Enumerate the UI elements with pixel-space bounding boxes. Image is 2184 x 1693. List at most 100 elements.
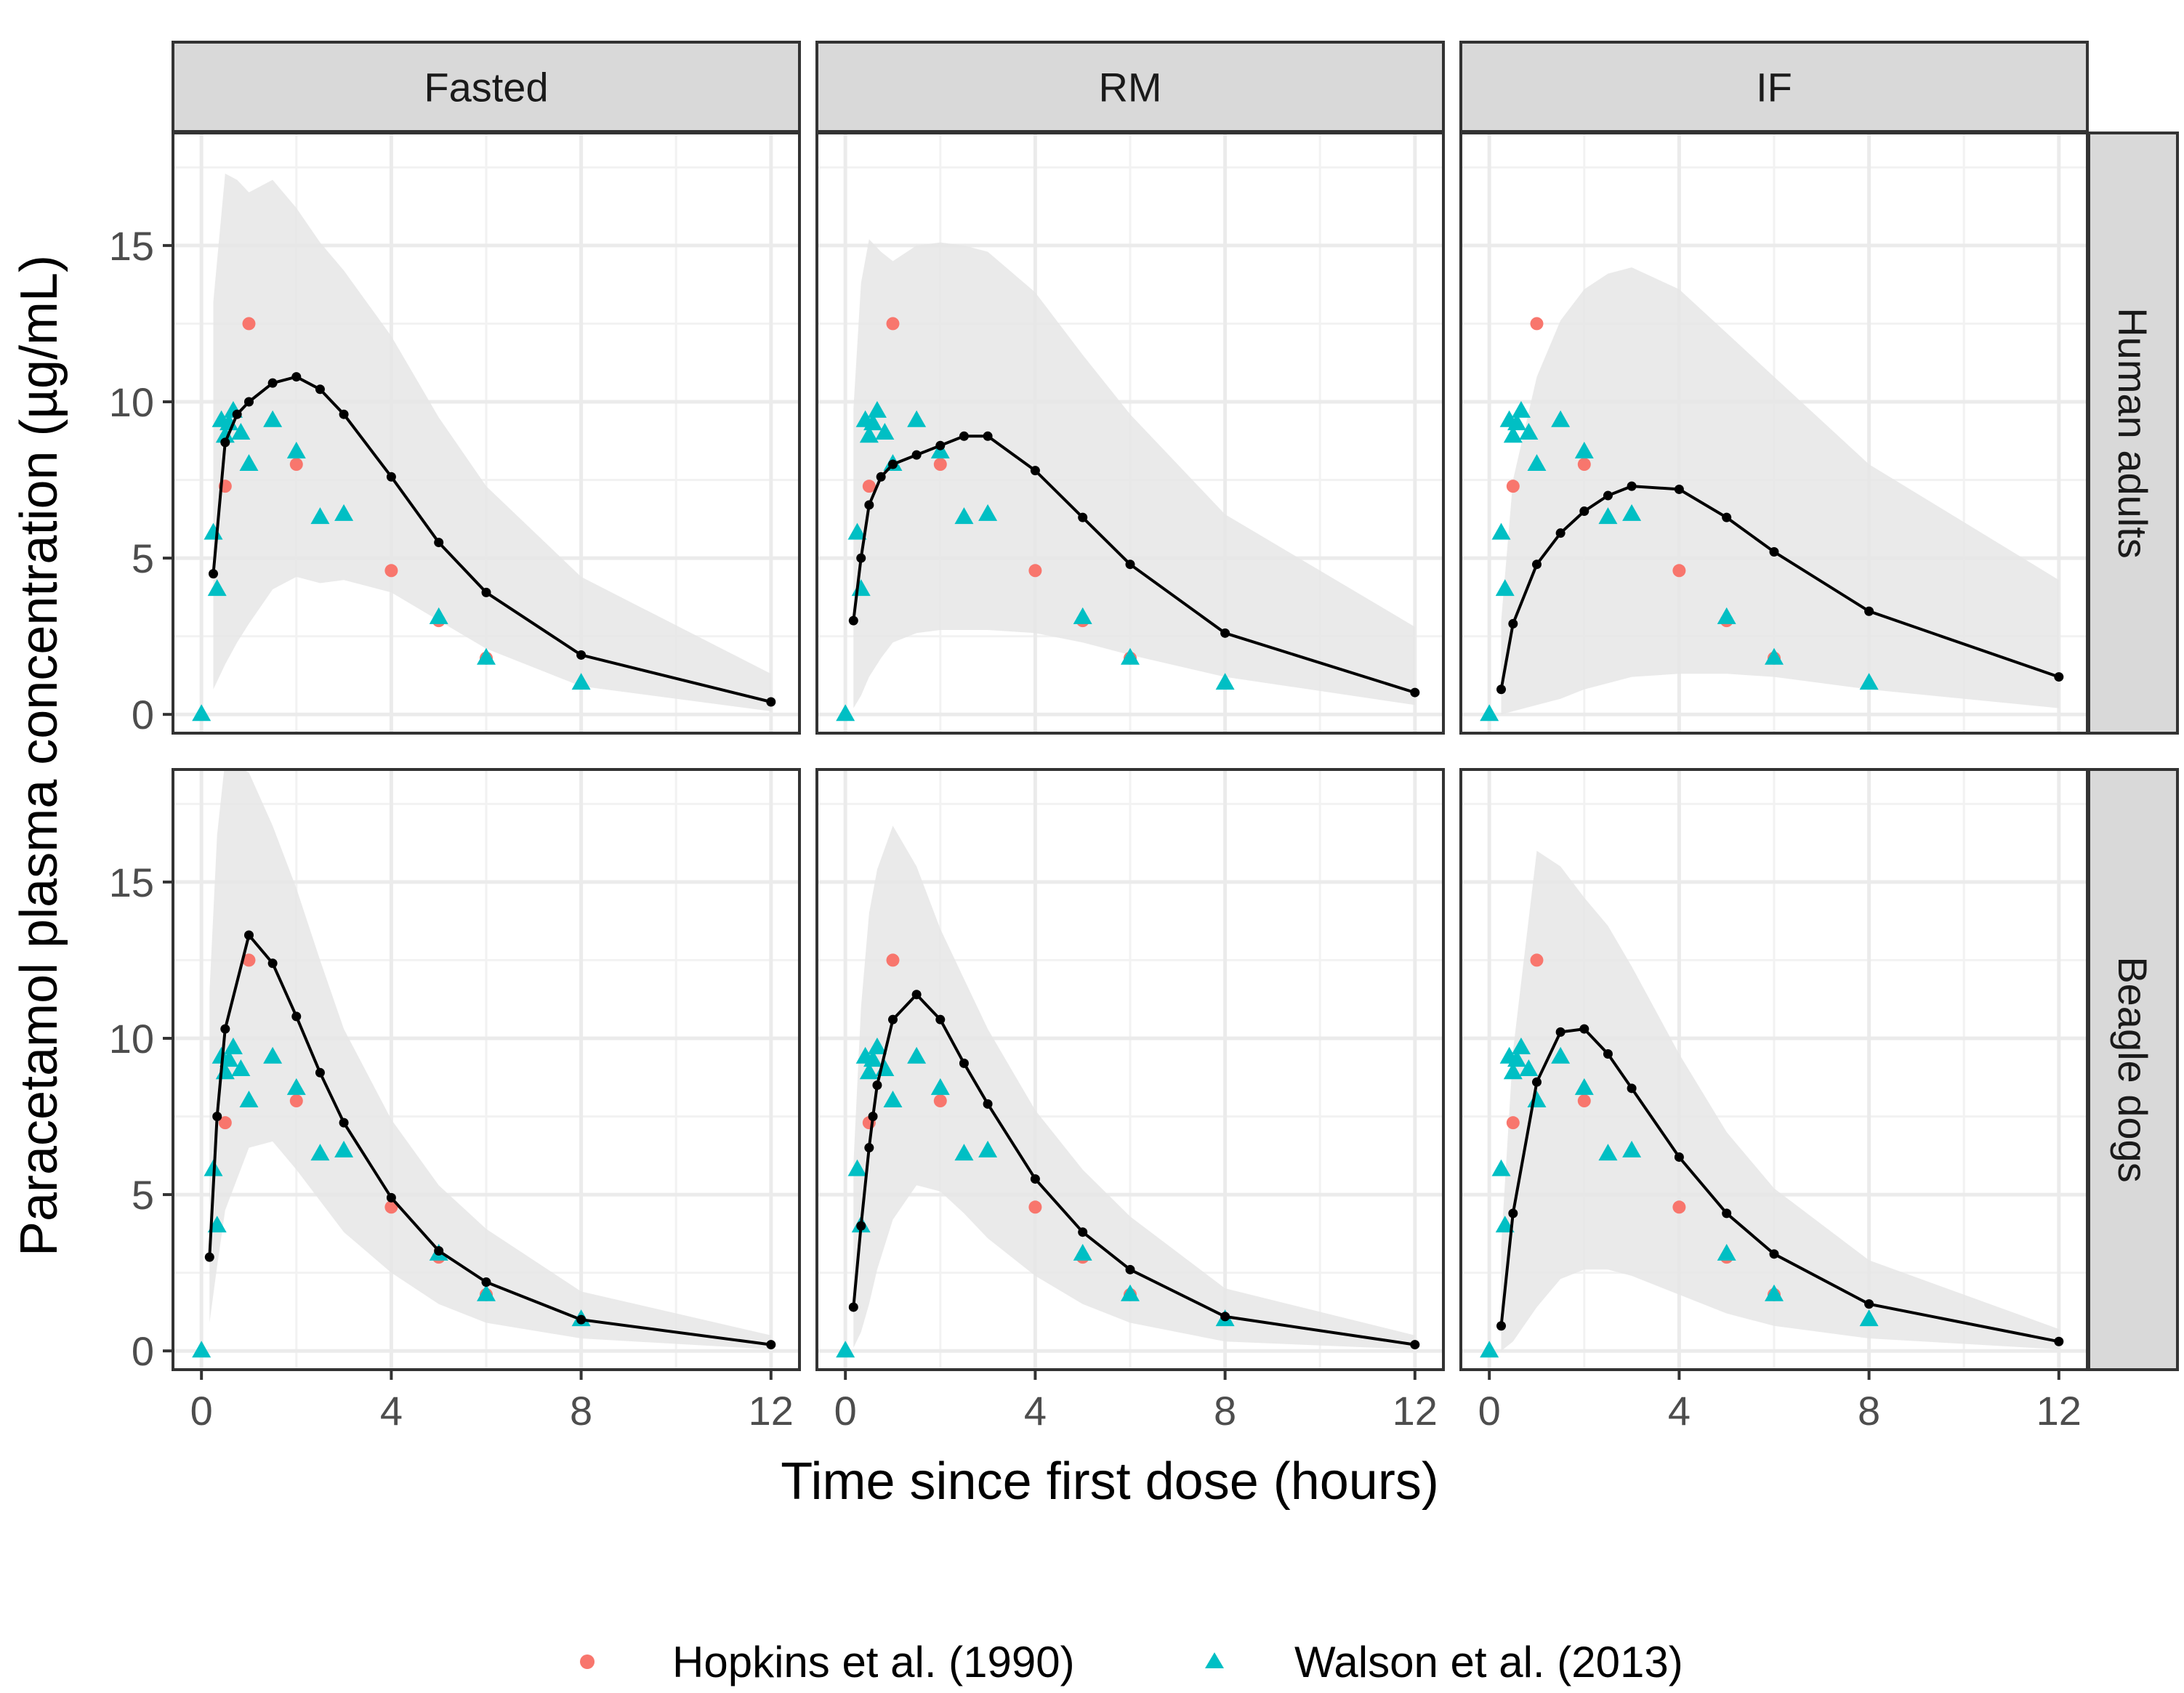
prediction-point <box>1722 1208 1732 1219</box>
point-hopkins <box>1530 317 1544 331</box>
point-walson <box>286 1078 306 1095</box>
x-axis-ticks: 0 4 8 12 0 4 8 12 0 4 8 12 <box>190 1370 2082 1434</box>
point-hopkins <box>1506 1116 1520 1130</box>
prediction-point <box>959 1058 969 1068</box>
strip-label: Fasted <box>424 65 548 110</box>
point-walson <box>477 647 496 665</box>
prediction-point <box>1627 481 1637 491</box>
point-hopkins <box>1672 1200 1686 1214</box>
point-hopkins <box>1577 458 1591 472</box>
prediction-band <box>209 769 771 1349</box>
point-hopkins <box>1028 1200 1042 1214</box>
prediction-point <box>220 1024 230 1034</box>
prediction-point <box>1579 506 1589 517</box>
x-tick-label: 4 <box>1668 1388 1691 1434</box>
point-hopkins <box>1506 480 1520 493</box>
panel-beagle-dogs-fasted <box>172 768 801 1371</box>
point-walson <box>310 507 330 525</box>
point-walson <box>1551 410 1571 427</box>
point-walson <box>239 1091 259 1108</box>
point-walson <box>867 400 887 418</box>
prediction-point <box>267 378 278 388</box>
prediction-point <box>1125 559 1135 570</box>
prediction-point <box>1603 490 1613 501</box>
panel-human-adults-if <box>1459 132 2089 735</box>
point-walson <box>263 410 283 427</box>
point-walson <box>867 1037 887 1054</box>
strip-background <box>2087 768 2179 1371</box>
prediction-point <box>983 1099 993 1109</box>
prediction-point <box>935 440 946 450</box>
prediction-point <box>2054 672 2064 682</box>
prediction-line <box>1499 485 2060 690</box>
point-walson <box>310 1144 330 1161</box>
point-walson <box>1527 454 1547 472</box>
prediction-point <box>1410 1340 1420 1350</box>
panel-human-adults-fasted <box>172 132 801 735</box>
point-walson <box>1215 673 1235 690</box>
y-tick-label: 0 <box>132 692 154 738</box>
point-walson <box>263 1046 283 1064</box>
panel-beagle-dogs-if <box>1459 768 2089 1371</box>
prediction-line <box>1499 1027 2060 1344</box>
point-hopkins <box>242 317 256 331</box>
y-tick-label: 10 <box>109 379 154 425</box>
point-walson <box>1511 400 1531 418</box>
column-strips: Fasted RM IF <box>172 41 2089 133</box>
prediction-point <box>1555 528 1566 538</box>
point-walson <box>1491 1159 1511 1176</box>
point-walson <box>1503 1062 1523 1080</box>
prediction-point <box>386 472 396 482</box>
x-tick-label: 8 <box>570 1388 592 1434</box>
prediction-band <box>1501 850 2059 1351</box>
prediction-point <box>1722 512 1732 522</box>
legend-label-walson: Walson et al. (2013) <box>1294 1638 1683 1686</box>
point-hopkins <box>886 953 900 967</box>
prediction-point <box>1769 1249 1779 1259</box>
prediction-point <box>1603 1048 1613 1059</box>
point-walson <box>1503 426 1523 443</box>
prediction-point <box>1496 684 1507 695</box>
prediction-point <box>1410 687 1420 698</box>
strip-background <box>815 41 1445 133</box>
point-hopkins <box>384 564 398 578</box>
prediction-point <box>872 1080 882 1091</box>
x-tick-label: 12 <box>749 1388 794 1434</box>
prediction-point <box>220 437 230 448</box>
prediction-point <box>887 459 898 469</box>
point-walson <box>1859 1309 1879 1327</box>
y-axis-title: Paracetamol plasma concentration (µg/mL) <box>10 255 68 1256</box>
prediction-point <box>481 587 491 597</box>
point-walson <box>863 1050 883 1067</box>
point-walson <box>1574 441 1594 458</box>
prediction-point <box>911 450 922 460</box>
point-walson <box>1519 423 1539 440</box>
prediction-point <box>2054 1336 2064 1346</box>
prediction-point <box>315 1067 325 1078</box>
point-walson <box>215 426 235 443</box>
point-hopkins <box>933 1094 947 1108</box>
x-tick-label: 8 <box>1214 1388 1236 1434</box>
prediction-point <box>434 1246 444 1256</box>
point-walson <box>954 1144 974 1161</box>
prediction-point <box>339 409 349 419</box>
point-walson <box>1495 1216 1515 1233</box>
point-walson <box>1598 1144 1618 1161</box>
point-walson <box>1511 1037 1531 1054</box>
x-tick-label: 12 <box>2036 1388 2082 1434</box>
point-walson <box>1480 704 1499 722</box>
point-hopkins <box>933 458 947 472</box>
prediction-point <box>766 697 776 707</box>
prediction-point <box>864 1143 874 1153</box>
point-walson <box>1551 1046 1571 1064</box>
strip-background <box>1459 41 2089 133</box>
point-walson <box>847 1159 867 1176</box>
point-hopkins <box>289 458 303 472</box>
point-walson <box>1121 647 1140 665</box>
strip-label: Beagle dogs <box>2110 956 2156 1182</box>
prediction-point <box>887 1014 898 1025</box>
x-tick-label: 4 <box>1024 1388 1047 1434</box>
point-walson <box>1717 607 1736 624</box>
prediction-point <box>766 1340 776 1350</box>
prediction-line <box>852 435 1416 695</box>
